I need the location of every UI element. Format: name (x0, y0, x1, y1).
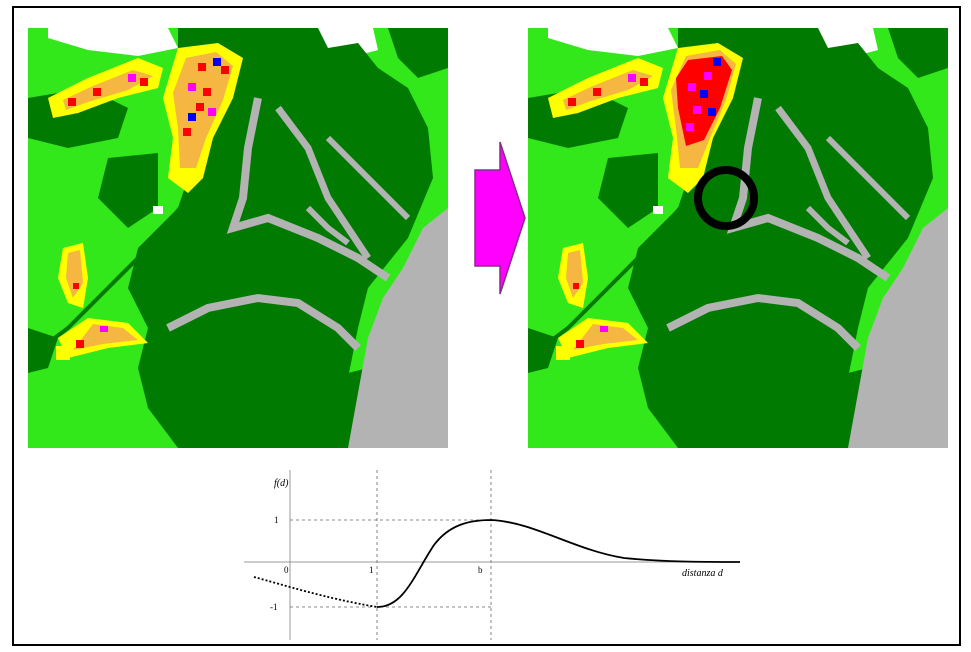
tick-b: b (478, 565, 483, 575)
tick-y1: 1 (274, 515, 279, 525)
tick-origin: 0 (284, 565, 289, 575)
tick-ym1: -1 (270, 602, 278, 612)
tick-one: 1 (369, 565, 374, 575)
land-use-map-after (528, 28, 948, 448)
transition-arrow (474, 141, 526, 295)
x-axis-label: distanza d (682, 568, 724, 579)
distance-function-graph: f(d) distanza d 0 1 b 1 -1 (244, 470, 741, 640)
curve-dotted (253, 576, 378, 608)
curve-solid (376, 519, 741, 608)
slide-frame: f(d) distanza d 0 1 b 1 -1 (12, 6, 961, 646)
land-use-map-before (28, 28, 448, 448)
highlight-ring (694, 166, 758, 230)
y-axis-label: f(d) (274, 478, 289, 489)
